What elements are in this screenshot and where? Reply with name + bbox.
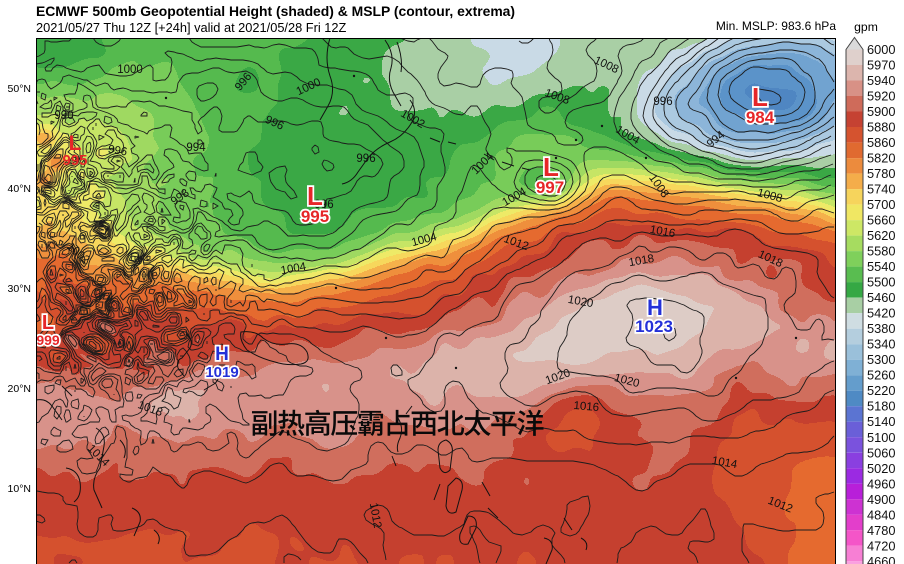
svg-text:5740: 5740 — [867, 182, 895, 197]
svg-text:5060: 5060 — [867, 445, 895, 460]
svg-text:990: 990 — [54, 110, 73, 122]
svg-text:5900: 5900 — [867, 104, 895, 119]
svg-text:5220: 5220 — [867, 383, 895, 398]
svg-text:1014: 1014 — [711, 455, 739, 471]
svg-text:5820: 5820 — [867, 151, 895, 166]
svg-text:1004: 1004 — [280, 261, 308, 277]
svg-text:H: H — [215, 344, 229, 365]
svg-text:5880: 5880 — [867, 120, 895, 135]
svg-text:996: 996 — [107, 143, 128, 158]
svg-text:5940: 5940 — [867, 73, 895, 88]
svg-text:5340: 5340 — [867, 337, 895, 352]
svg-text:996: 996 — [653, 96, 672, 108]
svg-text:5460: 5460 — [867, 290, 895, 305]
svg-text:5420: 5420 — [867, 306, 895, 321]
svg-text:5140: 5140 — [867, 414, 895, 429]
svg-text:5580: 5580 — [867, 244, 895, 259]
svg-text:4660: 4660 — [867, 554, 895, 564]
svg-text:5300: 5300 — [867, 352, 895, 367]
svg-text:997: 997 — [536, 178, 564, 197]
svg-text:4960: 4960 — [867, 476, 895, 491]
svg-text:5780: 5780 — [867, 166, 895, 181]
svg-text:5180: 5180 — [867, 399, 895, 414]
svg-text:5700: 5700 — [867, 197, 895, 212]
svg-text:L: L — [307, 181, 323, 211]
svg-text:4900: 4900 — [867, 492, 895, 507]
svg-text:984: 984 — [746, 108, 775, 127]
svg-text:4780: 4780 — [867, 523, 895, 538]
svg-text:5380: 5380 — [867, 321, 895, 336]
svg-text:L: L — [42, 312, 54, 334]
svg-text:L: L — [543, 152, 559, 182]
svg-text:4840: 4840 — [867, 507, 895, 522]
svg-text:6000: 6000 — [867, 42, 895, 57]
svg-text:1000: 1000 — [117, 64, 143, 76]
svg-text:L: L — [69, 132, 82, 155]
svg-text:5540: 5540 — [867, 259, 895, 274]
svg-text:5660: 5660 — [867, 213, 895, 228]
svg-text:1018: 1018 — [628, 253, 655, 269]
svg-text:5020: 5020 — [867, 461, 895, 476]
svg-text:5260: 5260 — [867, 368, 895, 383]
svg-text:1019: 1019 — [205, 364, 238, 381]
svg-text:999: 999 — [36, 332, 60, 348]
svg-text:1012: 1012 — [367, 502, 383, 529]
svg-text:1016: 1016 — [649, 224, 676, 240]
svg-text:994: 994 — [186, 142, 206, 154]
svg-text:995: 995 — [301, 207, 329, 226]
svg-text:996: 996 — [356, 153, 375, 165]
svg-text:4720: 4720 — [867, 538, 895, 553]
svg-text:1016: 1016 — [573, 400, 600, 414]
svg-text:1023: 1023 — [635, 317, 673, 336]
svg-text:5620: 5620 — [867, 228, 895, 243]
svg-text:995: 995 — [62, 152, 87, 169]
svg-text:5500: 5500 — [867, 275, 895, 290]
svg-text:5100: 5100 — [867, 430, 895, 445]
svg-text:5970: 5970 — [867, 58, 895, 73]
svg-text:5860: 5860 — [867, 135, 895, 150]
svg-text:L: L — [752, 82, 768, 112]
svg-text:996: 996 — [314, 199, 333, 211]
svg-text:1020: 1020 — [567, 294, 594, 310]
svg-text:5920: 5920 — [867, 89, 895, 104]
svg-text:H: H — [647, 295, 663, 320]
